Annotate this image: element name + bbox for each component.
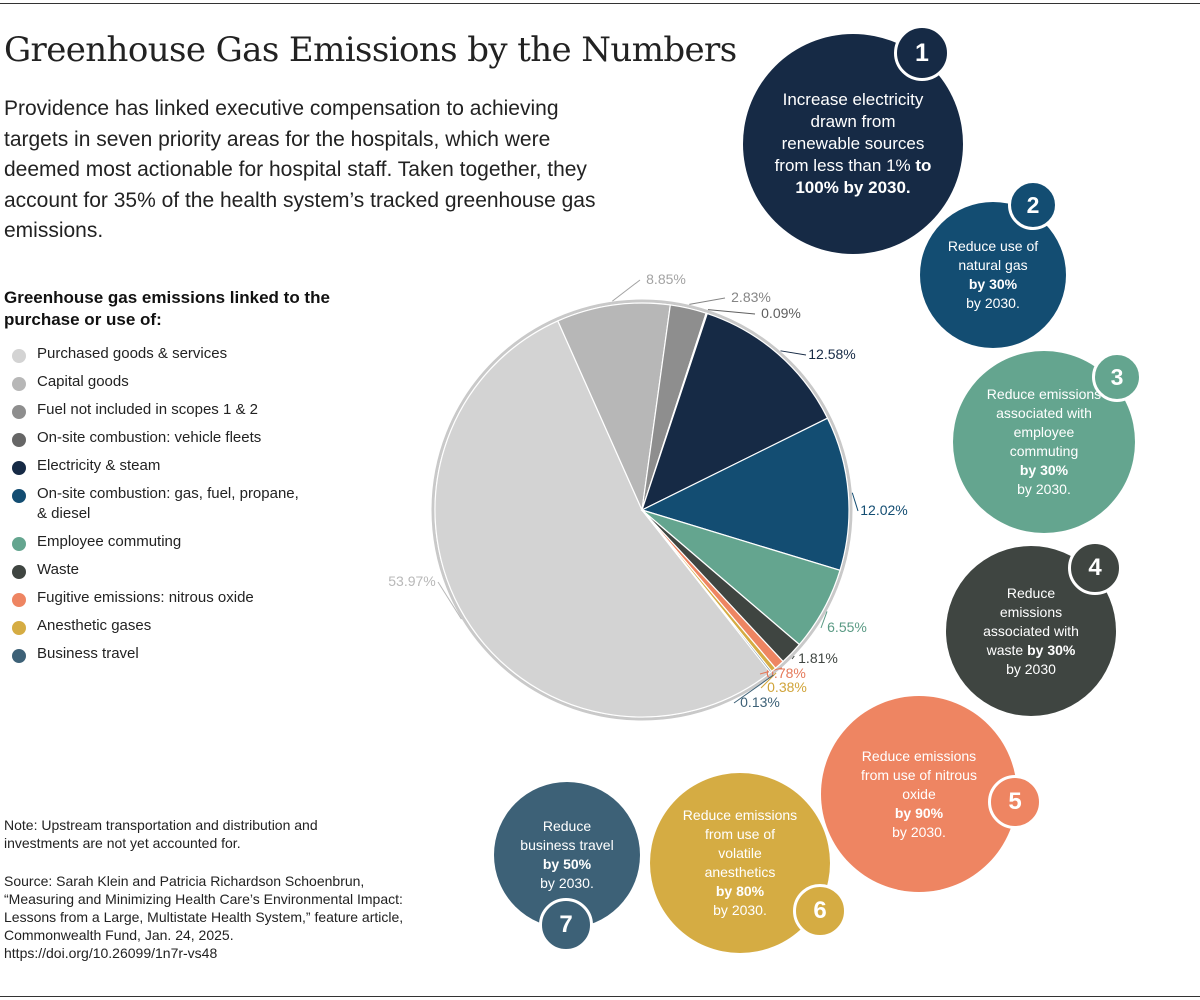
slice-label: 0.13% (740, 694, 780, 710)
target-text-5: Reduce emissions from use of nitrous oxi… (861, 747, 977, 840)
legend-label: On-site combustion: vehicle fleets (37, 429, 262, 446)
pie-slice (640, 312, 829, 512)
target-number-2: 2 (1008, 180, 1058, 230)
top-rule (0, 3, 1200, 4)
legend-label: On-site combustion: gas, fuel, propane, … (37, 485, 299, 522)
target-text-7: Reduce business travel by 50% by 2030. (520, 818, 614, 891)
leader-line (780, 350, 807, 356)
legend-label: Business travel (37, 645, 139, 662)
pie-slice (557, 302, 671, 513)
legend-swatch (12, 377, 26, 391)
legend-swatch (12, 565, 26, 579)
leader-line (733, 674, 774, 704)
leader-line (612, 279, 641, 302)
target-text-3: Reduce emissions associated with employe… (986, 386, 1102, 497)
leader-line (851, 492, 859, 512)
target-number-5: 5 (988, 775, 1042, 829)
slice-label: 6.55% (827, 619, 867, 635)
leader-line (707, 309, 756, 315)
slice-label: 2.83% (731, 289, 771, 305)
slice-label: 8.85% (646, 271, 686, 287)
pie-outline (431, 299, 853, 721)
target-text-2: Reduce use of natural gas by 30% by 2030. (947, 238, 1039, 311)
slice-label: 0.09% (761, 305, 801, 321)
note: Note: Upstream transportation and distri… (4, 817, 318, 851)
legend-swatch (12, 461, 26, 475)
leader-line (437, 581, 462, 620)
legend-swatch (12, 537, 26, 551)
pie-slice (434, 320, 772, 718)
slice-label: 12.58% (808, 346, 855, 362)
legend-label: Fugitive emissions: nitrous oxide (37, 589, 254, 606)
legend-swatch (12, 621, 26, 635)
legend-label: Purchased goods & services (37, 345, 228, 362)
legend-label: Capital goods (37, 373, 129, 390)
chart-subtitle: Providence has linked executive compensa… (4, 97, 596, 242)
legend-title: Greenhouse gas emissions linked to the p… (4, 288, 330, 329)
slice-label: 53.97% (388, 573, 435, 589)
pie-slice (641, 509, 773, 674)
slice-label: 1.81% (798, 650, 838, 666)
pie-slice (640, 417, 850, 572)
slice-label: 0.78% (766, 665, 806, 681)
legend-swatch (12, 489, 26, 503)
leader-line (820, 611, 828, 629)
target-bubble-2: Reduce use of natural gas by 30% by 2030. (920, 202, 1066, 348)
legend-label: Fuel not included in scopes 1 & 2 (37, 401, 258, 418)
target-bubble-5: Reduce emissions from use of nitrous oxi… (821, 696, 1017, 892)
target-text-4: Reduce emissions associated with waste b… (983, 584, 1079, 677)
bottom-rule (0, 996, 1200, 997)
legend-label: Electricity & steam (37, 457, 161, 474)
slice-label: 0.38% (767, 679, 807, 695)
target-text-6: Reduce emissions from use of volatile an… (682, 807, 798, 918)
source: Source: Sarah Klein and Patricia Richard… (4, 873, 404, 961)
leader-line (791, 655, 795, 660)
chart-title: Greenhouse Gas Emissions by the Numbers (4, 30, 737, 70)
target-bubble-1: Increase electricity drawn from renewabl… (743, 34, 963, 254)
target-text-1: Increase electricity drawn from renewabl… (774, 90, 932, 197)
legend-swatch (12, 349, 26, 363)
legend-label: Waste (37, 561, 79, 578)
legend-swatch (12, 433, 26, 447)
target-number-3: 3 (1092, 352, 1142, 402)
legend-label: Employee commuting (37, 533, 182, 550)
target-number-7: 7 (539, 898, 593, 952)
leader-line (689, 297, 726, 305)
legend-label: Anesthetic gases (37, 617, 152, 634)
target-number-6: 6 (793, 884, 847, 938)
legend-swatch (12, 405, 26, 419)
target-number-4: 4 (1068, 541, 1122, 595)
slice-label: 12.02% (860, 502, 907, 518)
legend-swatch (12, 593, 26, 607)
legend-swatch (12, 649, 26, 663)
target-number-1: 1 (894, 25, 950, 81)
